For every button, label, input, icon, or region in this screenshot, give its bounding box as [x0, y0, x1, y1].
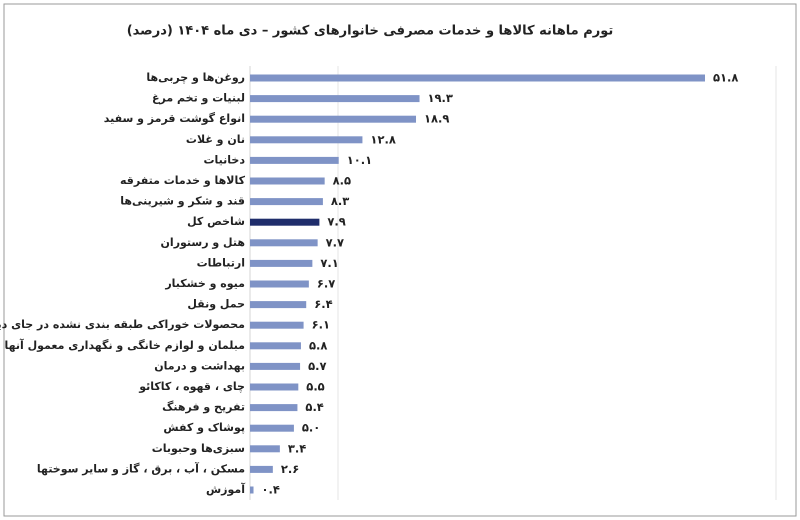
value-label: ۸.۵	[333, 174, 351, 188]
bar	[250, 239, 318, 247]
bar	[250, 259, 313, 267]
value-label: ۷.۱	[320, 256, 338, 270]
category-label: آموزش	[206, 482, 245, 496]
bar	[250, 115, 417, 123]
value-label: ۲.۶	[281, 462, 299, 476]
value-label: ۵.۰	[302, 421, 320, 435]
category-label: تفریح و فرهنگ	[162, 400, 245, 414]
value-label: ۶.۷	[317, 277, 335, 291]
value-label: ۵.۵	[306, 380, 324, 394]
value-label: ۵۱.۸	[713, 71, 738, 85]
bar	[250, 280, 309, 288]
category-label: بهداشت و درمان	[154, 359, 245, 372]
bar	[250, 156, 339, 164]
chart-title: تورم ماهانه کالاها و خدمات مصرفی خانواره…	[127, 24, 614, 39]
category-label: پوشاک و کفش	[163, 421, 245, 434]
value-label: ۵.۴	[305, 400, 323, 414]
category-label: کالاها و خدمات متفرقه	[120, 174, 246, 187]
category-label: سبزی‌ها وحبوبات	[152, 442, 245, 455]
bar	[250, 218, 320, 226]
category-label: میوه و خشکبار	[164, 277, 245, 290]
bar	[250, 136, 363, 144]
bar	[250, 321, 304, 329]
value-label: ۰.۴	[262, 483, 280, 497]
value-label: ۱۰.۱	[347, 153, 372, 167]
frame	[3, 3, 797, 517]
bar	[250, 362, 301, 370]
bar	[250, 198, 323, 206]
category-label: ارتباطات	[197, 256, 245, 269]
bar	[250, 383, 299, 391]
value-label: ۸.۳	[331, 194, 349, 208]
category-label: نان و غلات	[186, 133, 245, 146]
category-label: حمل ونقل	[187, 298, 245, 311]
value-label: ۱۲.۸	[370, 132, 395, 146]
bar	[250, 95, 420, 103]
category-label: شاخص کل	[187, 215, 245, 228]
value-label: ۶.۴	[314, 297, 332, 311]
category-label: لبنیات و تخم مرغ	[152, 92, 245, 105]
bar	[250, 465, 273, 473]
value-label: ۳.۴	[288, 441, 306, 455]
value-label: ۱۸.۹	[424, 112, 449, 126]
category-label: قند و شکر و شیرینی‌ها	[120, 195, 245, 208]
bar	[250, 486, 254, 494]
value-label: ۶.۱	[312, 318, 330, 332]
bar	[250, 301, 307, 309]
category-label: دخانیات	[203, 153, 245, 166]
value-label: ۷.۹	[327, 215, 345, 229]
category-label: روغن‌ها و چربی‌ها	[146, 71, 245, 84]
bar	[250, 424, 294, 432]
category-label: هتل و رستوران	[161, 236, 245, 249]
category-label: مسکن ، آب ، برق ، گاز و سایر سوختها	[37, 461, 245, 475]
bar	[250, 404, 298, 412]
category-label: مبلمان و لوازم خانگی و نگهداری معمول آنه…	[4, 338, 245, 352]
value-label: ۱۹.۳	[428, 91, 453, 105]
value-label: ۵.۸	[309, 338, 327, 352]
bar	[250, 342, 301, 350]
value-label: ۵.۷	[308, 359, 326, 373]
bar	[250, 74, 705, 82]
category-label: انواع گوشت قرمز و سفید	[104, 112, 245, 125]
category-label: چای ، قهوه ، کاکائو	[138, 380, 245, 393]
value-label: ۷.۷	[326, 235, 344, 249]
bar	[250, 177, 325, 185]
category-label: محصولات خوراکی طبقه بندی نشده در جای دیگ…	[0, 318, 245, 331]
bar	[250, 445, 280, 453]
